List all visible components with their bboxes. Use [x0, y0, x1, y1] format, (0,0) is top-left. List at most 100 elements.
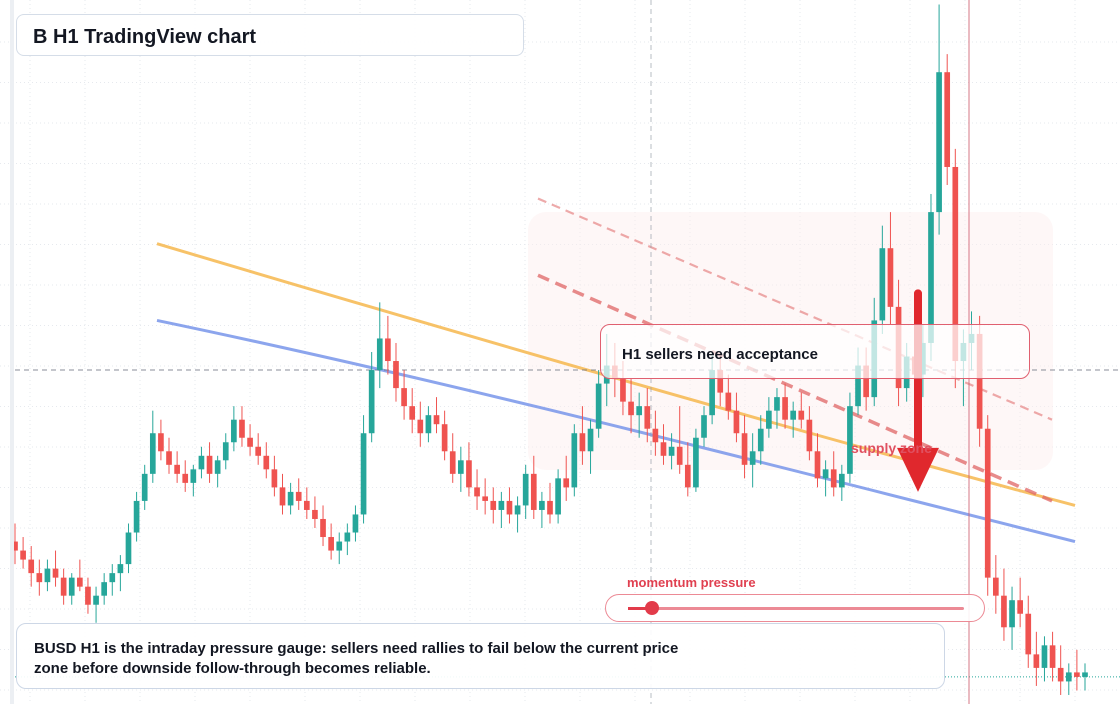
candle-body — [344, 532, 351, 542]
candle-down — [660, 424, 667, 465]
candle-body — [93, 595, 99, 605]
candle-up — [571, 424, 578, 497]
candle-body — [749, 451, 756, 465]
candle-down — [20, 537, 26, 569]
candle-body — [1009, 600, 1015, 628]
candle-down — [295, 478, 302, 510]
candle-body — [20, 550, 26, 560]
candle-body — [474, 487, 480, 497]
candle-body — [109, 573, 116, 583]
candle-down — [644, 388, 651, 443]
candle-down — [182, 460, 189, 492]
candle-body — [141, 473, 148, 501]
summary-panel: BUSD H1 is the intraday pressure gauge: … — [16, 623, 945, 689]
candle-down — [676, 406, 683, 474]
candle-down — [944, 54, 951, 186]
candle-up — [668, 433, 675, 470]
callout-text: H1 sellers need acceptance — [622, 346, 818, 363]
candle-up — [109, 564, 116, 596]
candle-up — [117, 555, 124, 592]
candle-body — [255, 446, 262, 456]
candle-up — [1082, 663, 1088, 691]
candle-down — [474, 469, 480, 510]
candle-up — [149, 410, 156, 483]
candle-up — [93, 586, 99, 623]
candle-body — [174, 464, 180, 474]
candle-up — [141, 464, 148, 510]
candle-body — [1001, 595, 1007, 628]
candle-up — [190, 464, 197, 497]
candle-body — [263, 455, 270, 470]
candle-up — [101, 573, 108, 605]
gauge-knob[interactable] — [644, 601, 659, 615]
candle-body — [271, 469, 278, 488]
candle-body — [44, 568, 51, 583]
candle-up — [352, 505, 359, 542]
candle-body — [401, 388, 407, 407]
candle-down — [174, 451, 180, 483]
candle-down — [1025, 595, 1032, 668]
candle-body — [798, 410, 805, 420]
candle-up — [555, 469, 561, 524]
candle-body — [352, 514, 359, 533]
candle-body — [709, 370, 715, 416]
candle-up — [198, 446, 205, 479]
candle-body — [206, 455, 213, 474]
candle-body — [303, 500, 310, 510]
candle-down — [628, 379, 634, 434]
gauge-label: momentum pressure — [627, 575, 756, 590]
candle-down — [798, 392, 805, 429]
momentum-gauge[interactable] — [605, 594, 985, 622]
candle-body — [838, 473, 845, 488]
candle-body — [117, 564, 124, 574]
candle-down — [725, 374, 732, 420]
candle-down — [417, 401, 424, 447]
trendline-lower — [537, 273, 1053, 503]
candle-body — [684, 464, 691, 488]
candle-body — [425, 415, 432, 434]
candle-up — [522, 464, 529, 519]
candle-body — [247, 437, 253, 447]
candle-up — [425, 406, 432, 443]
candle-body — [522, 473, 529, 506]
candle-body — [498, 500, 505, 510]
candle-body — [1033, 654, 1040, 668]
candle-up — [1065, 663, 1072, 695]
candle-body — [190, 469, 197, 483]
candle-down — [393, 342, 399, 402]
candle-down — [530, 455, 537, 519]
candle-down — [409, 388, 416, 434]
candle-body — [855, 365, 861, 407]
candle-body — [830, 469, 837, 488]
candle-up — [457, 446, 464, 492]
candle-down — [12, 523, 18, 565]
candle-body — [936, 72, 942, 213]
candle-down — [1049, 631, 1056, 682]
candle-down — [782, 383, 788, 429]
arrow-head — [897, 447, 939, 492]
candle-body — [944, 72, 951, 167]
candle-body — [620, 379, 626, 402]
candle-up — [360, 415, 367, 524]
candle-body — [952, 166, 959, 362]
candle-body — [587, 428, 594, 452]
candle-body — [320, 518, 326, 538]
candle-down — [984, 415, 991, 596]
candle-body — [514, 505, 521, 515]
candle-body — [182, 473, 189, 483]
supply-zone-label: supply zone — [851, 440, 932, 456]
candle-body — [52, 568, 59, 578]
candle-body — [279, 487, 286, 506]
candle-body — [774, 397, 780, 411]
candle-body — [101, 582, 108, 596]
candle-up — [68, 573, 75, 605]
candle-down — [887, 212, 894, 325]
candle-body — [449, 451, 456, 474]
ma-slow-line — [156, 318, 1076, 543]
candle-down — [1001, 568, 1007, 641]
candle-body — [441, 424, 448, 452]
candle-body — [814, 451, 821, 479]
candle-body — [595, 383, 602, 429]
candle-body — [984, 428, 991, 578]
candle-body — [693, 437, 699, 488]
